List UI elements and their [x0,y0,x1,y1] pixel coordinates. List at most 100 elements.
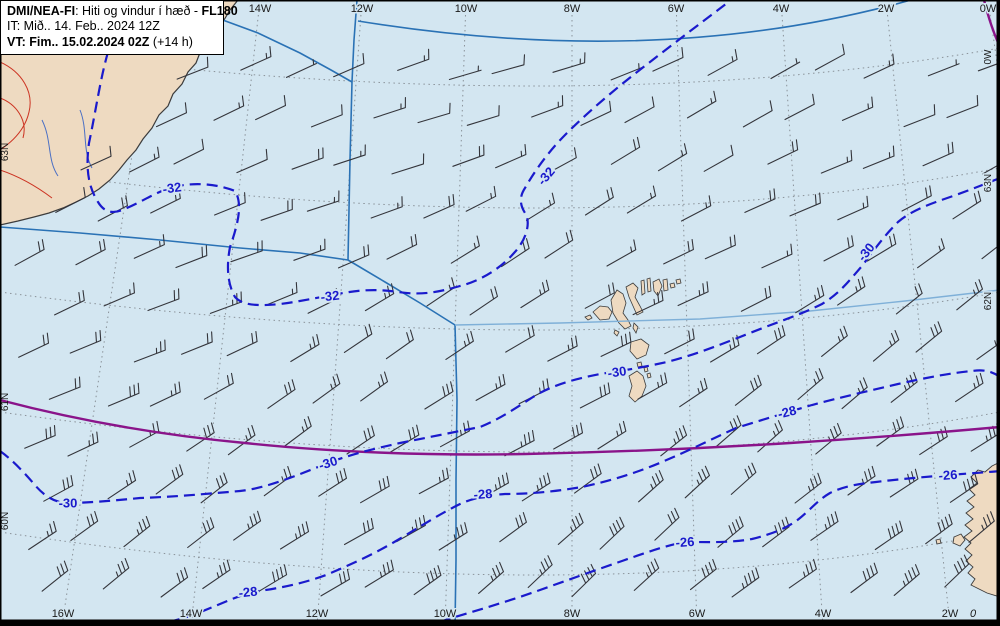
wind-barb [632,289,664,316]
wind-barb [501,238,530,268]
edge-label-bottom-10W: 10W [434,608,457,620]
wind-barb [445,330,474,360]
wind-barb [680,195,712,222]
edge-label-left-61N: 61N [0,393,11,411]
wind-barb [815,423,842,455]
wind-barb [527,555,553,589]
wind-barb [495,144,527,169]
wind-barb [360,475,390,504]
wind-barb [770,58,801,80]
wind-barb [226,331,258,357]
wind-barb [263,466,292,497]
wind-barb [466,105,500,126]
valid-time: VT: Fim.. 15.02.2024 02Z (+14 h) [7,34,193,49]
wind-barb [862,145,895,169]
wind-barb [717,516,744,548]
faroe-islands [643,366,649,373]
faroe-islands [646,277,652,293]
wind-barb [107,470,137,500]
wind-barb [841,96,874,121]
faroe-islands [640,279,646,296]
wind-barb [889,468,919,498]
wind-barb [260,198,293,221]
wind-barb [968,511,995,543]
wind-barb [903,104,936,128]
wind-barb [418,467,449,495]
wind-barb [686,90,717,119]
wind-barb [757,420,783,453]
wind-barb [424,381,454,410]
edge-label-top-4W: 4W [773,3,790,15]
faroe-islands [632,322,639,334]
wind-barb [584,282,615,309]
wind-barb [478,561,505,594]
shetland-islands [952,533,966,547]
wind-barb [103,282,135,307]
isotherm-label: -26 [675,534,695,550]
wind-barb [465,185,497,212]
wind-barb [391,153,425,175]
wind-barb [123,516,151,548]
edge-label-top-12W: 12W [351,3,374,15]
wind-barb [677,281,709,307]
isotherm-label: -28 [238,584,258,601]
wind-barb [580,100,612,126]
wind-barb [397,48,430,71]
isotherm-label: -32 [162,179,183,196]
edge-label-bottom-6W: 6W [689,608,706,620]
wind-barb [438,522,468,551]
wind-barb [175,245,208,269]
wind-barb [155,464,184,495]
wind-barb [976,330,1000,360]
iceland-river [79,109,93,169]
wind-barb [373,97,406,119]
wind-barb [452,144,485,167]
area-boundary-south-arm [454,324,458,626]
wind-barb [633,558,660,591]
wind-barb [553,422,584,450]
shetland-islands [963,461,1000,598]
wind-barb [133,234,165,259]
wind-barb [346,425,375,455]
wind-barb [186,422,215,452]
wind-barb [181,331,213,355]
wind-barb [546,147,577,175]
isotherm-label: -26 [938,467,958,483]
wind-barb [872,329,900,362]
wind-barb [312,373,341,404]
iceland-road [0,97,25,139]
wind-barb [547,335,578,362]
wind-barb [610,136,641,165]
wind-barb [285,59,317,78]
wind-barb [209,291,242,314]
wind-barb [75,239,106,266]
wind-barb [784,93,815,121]
edge-label-top-6W: 6W [668,3,685,15]
edge-label-bottom-2W: 2W [942,608,959,620]
edge-label-top-10W: 10W [455,3,478,15]
edge-label-bottom-16W: 16W [52,608,75,620]
wind-barb [795,285,825,314]
shetland-islands [935,538,942,545]
frame-right-bar [996,0,1000,626]
wind-barb [337,244,370,269]
wind-barb [233,510,262,541]
edge-label-bottom-8W: 8W [564,608,581,620]
wind-barb [150,187,181,214]
wind-barb [390,424,420,453]
wind-barb [320,568,351,597]
wind-barb [107,382,140,407]
area-boundary-west-arm [0,226,349,261]
faroe-islands [669,282,676,289]
wind-barb [450,235,480,264]
wind-barb [417,102,451,124]
wind-barb [306,190,340,212]
wind-barb [147,288,180,312]
wind-barb [284,416,312,447]
faroe-islands [675,278,682,285]
wind-barb [915,321,943,353]
wind-barb [740,285,772,312]
edge-label-right-62N: 62N [983,292,994,310]
